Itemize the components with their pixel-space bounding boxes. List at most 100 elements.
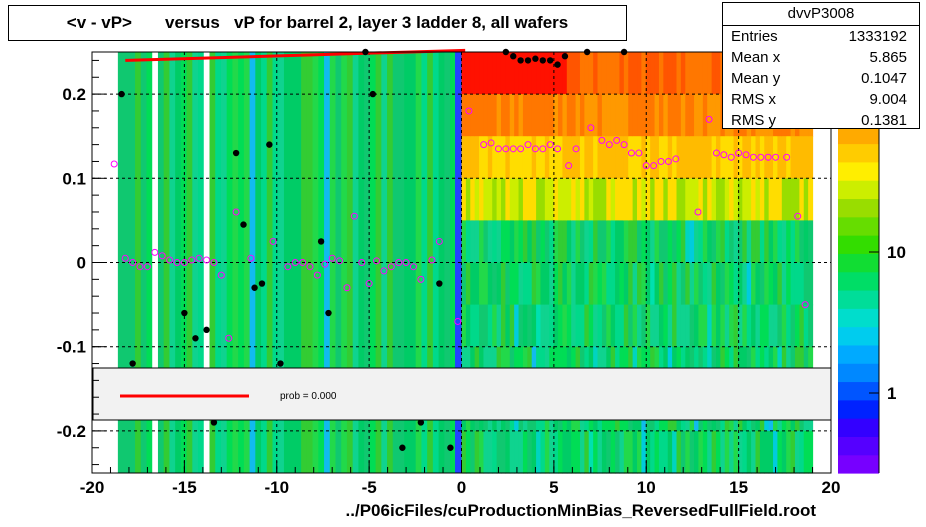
heatmap-cell — [597, 430, 603, 474]
heatmap-cell — [808, 220, 814, 264]
heatmap-cell — [553, 94, 559, 137]
heatmap-cell — [597, 262, 603, 306]
heatmap-cell — [637, 304, 643, 348]
heatmap-cell — [522, 178, 528, 221]
heatmap-cell — [667, 94, 673, 137]
heatmap-cell — [527, 94, 533, 137]
heatmap-cell — [650, 136, 656, 179]
heatmap-cell — [658, 136, 664, 179]
heatmap-cell — [698, 430, 704, 474]
heatmap-cell — [759, 304, 765, 348]
heatmap-cell — [751, 136, 757, 179]
heatmap-cell — [579, 178, 585, 221]
heatmap-cell — [694, 220, 700, 264]
heatmap-cell — [487, 136, 493, 179]
x-tick-label: 5 — [549, 478, 558, 497]
heatmap-cell — [650, 430, 656, 474]
heatmap-column — [261, 52, 268, 473]
heatmap-cell — [536, 220, 542, 264]
heatmap-cell — [562, 304, 568, 348]
heatmap-cell — [584, 94, 590, 137]
heatmap-cell — [562, 52, 568, 95]
heatmap-cell — [658, 178, 664, 221]
palette-cell — [838, 418, 879, 437]
heatmap-cell — [720, 430, 726, 474]
profile-marker — [694, 208, 702, 216]
heatmap-cell — [558, 430, 564, 474]
heatmap-cell — [527, 304, 533, 348]
heatmap-cell — [641, 430, 647, 474]
heatmap-cell — [641, 304, 647, 348]
heatmap-cell — [781, 262, 787, 306]
heatmap-cell — [575, 220, 581, 264]
heatmap-cell — [588, 220, 594, 264]
heatmap-cell — [509, 304, 515, 348]
heatmap-cell — [571, 304, 577, 348]
heatmap-cell — [680, 94, 686, 137]
heatmap-cell — [536, 52, 542, 95]
stats-key: RMS x — [731, 91, 776, 108]
heatmap-cell — [606, 262, 612, 306]
heatmap-cell — [711, 262, 717, 306]
heatmap-cell — [654, 136, 660, 179]
palette-cell — [838, 271, 879, 291]
heatmap-cell — [702, 52, 708, 95]
heatmap-cell — [768, 262, 774, 306]
heatmap-cell — [667, 178, 673, 221]
heatmap-cell — [667, 304, 673, 348]
heatmap-cell — [685, 220, 691, 264]
heatmap-cell — [549, 262, 555, 306]
heatmap-cell — [619, 94, 625, 137]
heatmap-cell — [799, 220, 805, 264]
profile-marker — [598, 136, 606, 144]
heatmap-cell — [759, 178, 765, 221]
profile-marker — [158, 252, 166, 260]
heatmap-cell — [522, 430, 528, 474]
palette-cell — [838, 235, 879, 254]
z-tick-label: 1 — [887, 384, 896, 403]
heatmap-cell — [702, 178, 708, 221]
heatmap-cell — [707, 430, 713, 474]
heatmap-cell — [496, 430, 502, 474]
heatmap-cell — [601, 430, 607, 474]
heatmap-cell — [606, 52, 612, 95]
y-tick-label: -0.1 — [57, 338, 86, 357]
heatmap-cell — [794, 262, 800, 306]
heatmap-cell — [540, 430, 546, 474]
profile-marker — [502, 145, 510, 153]
heatmap-cell — [566, 430, 572, 474]
heatmap-cell — [566, 52, 572, 95]
heatmap-cell — [803, 430, 809, 474]
heatmap-cell — [751, 304, 757, 348]
heatmap-cell — [610, 304, 616, 348]
heatmap-cell — [593, 304, 599, 348]
heatmap-cell — [737, 220, 743, 264]
heatmap-cell — [737, 136, 743, 179]
heatmap-cell — [579, 220, 585, 264]
heatmap-cell — [505, 178, 511, 221]
heatmap-column — [381, 52, 388, 473]
heatmap-cell — [474, 220, 480, 264]
heatmap-cell — [781, 304, 787, 348]
data-point — [181, 309, 188, 317]
palette-cell — [838, 344, 879, 364]
profile-marker — [151, 248, 159, 256]
heatmap-cell — [720, 304, 726, 348]
heatmap-cell — [746, 430, 752, 474]
heatmap-cell — [755, 220, 761, 264]
heatmap-cell — [562, 430, 568, 474]
heatmap-cell — [663, 178, 669, 221]
heatmap-cell — [566, 136, 572, 179]
heatmap-cell — [759, 262, 765, 306]
heatmap-cell — [685, 94, 691, 137]
heatmap-cell — [479, 430, 485, 474]
heatmap-cell — [500, 220, 506, 264]
profile-marker — [664, 157, 672, 165]
stats-key: Entries — [731, 28, 778, 45]
heatmap-cell — [628, 136, 634, 179]
heatmap-cell — [518, 94, 524, 137]
heatmap-cell — [777, 430, 783, 474]
profile-marker — [742, 151, 750, 159]
x-tick-label: 20 — [822, 478, 841, 497]
heatmap-cell — [790, 220, 796, 264]
